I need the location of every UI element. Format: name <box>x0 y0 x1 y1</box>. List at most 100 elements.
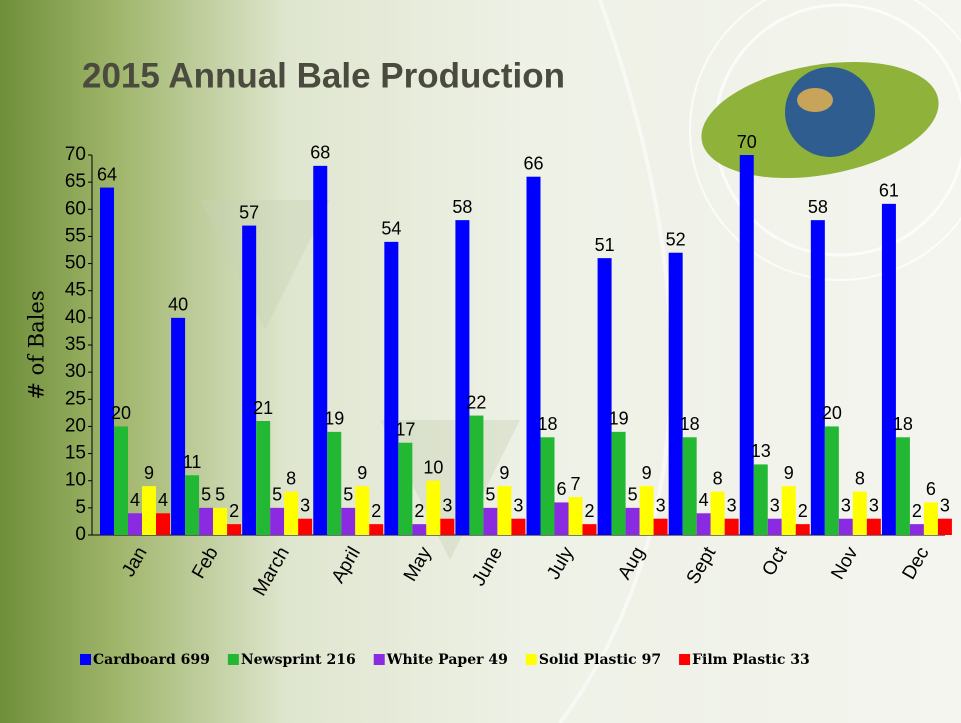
data-label: 57 <box>239 202 259 222</box>
data-label: 5 <box>201 485 211 505</box>
bar <box>455 220 469 535</box>
bar <box>725 519 739 535</box>
data-label: 13 <box>751 441 771 461</box>
bar <box>640 486 654 535</box>
data-label: 9 <box>499 463 509 483</box>
data-label: 10 <box>423 457 443 477</box>
data-label: 3 <box>513 495 523 515</box>
data-label: 40 <box>168 295 188 315</box>
data-label: 54 <box>381 219 401 239</box>
y-tick-label: 0 <box>75 524 86 545</box>
bar <box>910 524 924 535</box>
bar <box>440 519 454 535</box>
bar <box>541 437 555 535</box>
bar <box>683 437 697 535</box>
data-label: 18 <box>893 414 913 434</box>
bar <box>199 508 213 535</box>
bar <box>327 432 341 535</box>
data-label: 2 <box>371 501 381 521</box>
bar <box>426 481 440 535</box>
bar <box>100 188 114 535</box>
legend-swatch <box>228 654 239 665</box>
bar <box>185 475 199 535</box>
bar <box>782 486 796 535</box>
data-label: 6 <box>926 479 936 499</box>
data-label: 18 <box>680 414 700 434</box>
y-tick-label: 65 <box>65 171 86 192</box>
bar <box>114 426 128 535</box>
legend-swatch <box>526 654 537 665</box>
data-label: 3 <box>442 495 452 515</box>
bar <box>128 513 142 535</box>
bar <box>242 226 256 535</box>
data-label: 64 <box>97 164 117 184</box>
data-label: 20 <box>111 403 131 423</box>
data-label: 20 <box>822 403 842 423</box>
data-label: 58 <box>452 197 472 217</box>
bar <box>497 486 511 535</box>
y-tick-label: 10 <box>65 470 86 491</box>
bar <box>626 508 640 535</box>
legend-label: White Paper 49 <box>386 652 508 668</box>
bar <box>796 524 810 535</box>
data-label: 2 <box>912 501 922 521</box>
data-label: 8 <box>855 468 865 488</box>
data-label: 3 <box>727 495 737 515</box>
bar <box>569 497 583 535</box>
y-tick-label: 30 <box>65 361 86 382</box>
data-label: 3 <box>869 495 879 515</box>
legend-swatch <box>679 654 690 665</box>
bar <box>598 258 612 535</box>
bar <box>384 242 398 535</box>
data-label: 4 <box>158 490 168 510</box>
bar <box>711 492 725 535</box>
y-tick-label: 35 <box>65 334 86 355</box>
data-label: 68 <box>310 143 330 163</box>
bar <box>740 155 754 535</box>
data-label: 5 <box>485 485 495 505</box>
data-label: 19 <box>324 409 344 429</box>
y-tick-label: 55 <box>65 225 86 246</box>
data-label: 58 <box>808 197 828 217</box>
legend-label: Cardboard 699 <box>93 652 210 668</box>
bar <box>825 426 839 535</box>
y-tick-label: 40 <box>65 307 86 328</box>
bar <box>171 318 185 535</box>
data-label: 5 <box>343 485 353 505</box>
data-label: 2 <box>229 501 239 521</box>
y-tick-label: 20 <box>65 415 86 436</box>
bar <box>555 502 569 535</box>
data-label: 17 <box>395 419 415 439</box>
data-label: 9 <box>784 463 794 483</box>
data-label: 2 <box>584 501 594 521</box>
y-axis-label: # of Bales <box>25 290 49 399</box>
legend-swatch <box>80 654 91 665</box>
data-label: 7 <box>570 474 580 494</box>
data-label: 3 <box>770 495 780 515</box>
bar <box>156 513 170 535</box>
bar <box>483 508 497 535</box>
y-tick-label: 15 <box>65 443 86 464</box>
data-label: 9 <box>357 463 367 483</box>
data-label: 8 <box>713 468 723 488</box>
data-label: 3 <box>841 495 851 515</box>
bar <box>527 177 541 535</box>
data-label: 22 <box>466 392 486 412</box>
x-tick-label: June <box>468 544 507 590</box>
bar <box>142 486 156 535</box>
bar <box>341 508 355 535</box>
data-label: 3 <box>656 495 666 515</box>
data-label: 9 <box>144 463 154 483</box>
bar <box>469 416 483 535</box>
data-label: 61 <box>879 181 899 201</box>
x-tick-label: Feb <box>188 544 223 583</box>
y-tick-label: 45 <box>65 280 86 301</box>
slide: 2015 Annual Bale Production # of Bales 0… <box>0 0 961 723</box>
legend-label: Newsprint 216 <box>241 652 356 668</box>
bar <box>270 508 284 535</box>
data-label: 5 <box>628 485 638 505</box>
bar <box>227 524 241 535</box>
bar <box>313 166 327 535</box>
bar <box>256 421 270 535</box>
y-tick-label: 70 <box>65 144 86 165</box>
